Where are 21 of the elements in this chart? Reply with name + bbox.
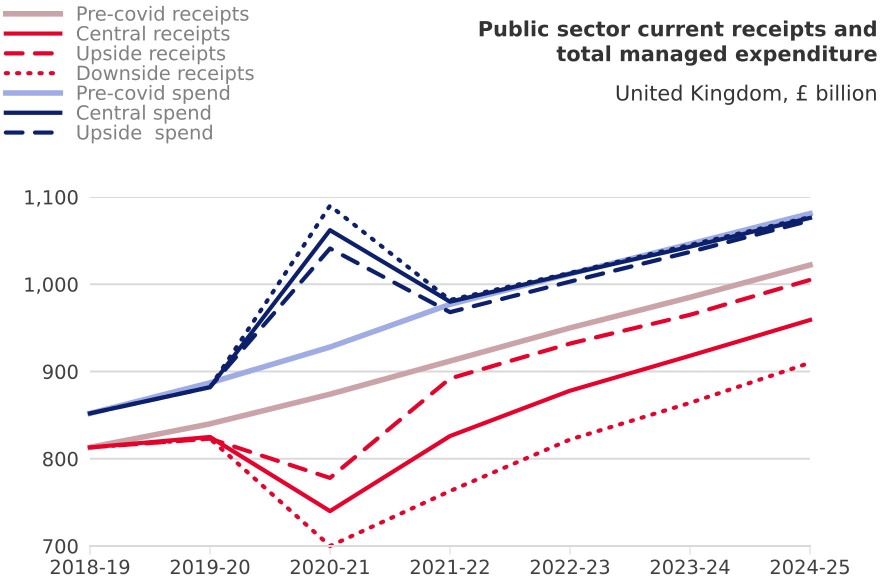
x-tick-label: 2023-24 <box>650 560 730 574</box>
x-tick-label: 2019-20 <box>170 560 250 574</box>
x-tick-label: 2021-22 <box>410 560 489 574</box>
x-tick-label: 2024-25 <box>770 560 849 574</box>
legend-label: Pre-covid receipts <box>78 6 248 25</box>
y-tick-label: 1,100 <box>25 190 78 207</box>
x-tick-label: 2018-19 <box>50 560 130 574</box>
y-tick-label: 800 <box>43 452 78 466</box>
legend-label: Downside receipts <box>78 65 254 84</box>
y-tick-label: 1,000 <box>25 277 78 294</box>
legend-label: Upside spend <box>78 124 212 144</box>
y-tick-label: 900 <box>43 364 78 380</box>
x-tick-label: 2022-23 <box>530 560 610 574</box>
legend-label: Upside receipts <box>78 45 226 64</box>
legend-label: Pre-covid spend <box>78 84 230 104</box>
legend-label: Central receipts <box>76 26 230 44</box>
chart-title: Public sector current receipts and total managed expenditure <box>480 20 877 66</box>
y-tick-label: 700 <box>43 538 78 554</box>
x-tick-label: 2020-21 <box>290 560 369 574</box>
legend-label: Central spend <box>76 104 210 124</box>
chart-subtitle: United Kingdom, £ billion <box>616 84 876 105</box>
